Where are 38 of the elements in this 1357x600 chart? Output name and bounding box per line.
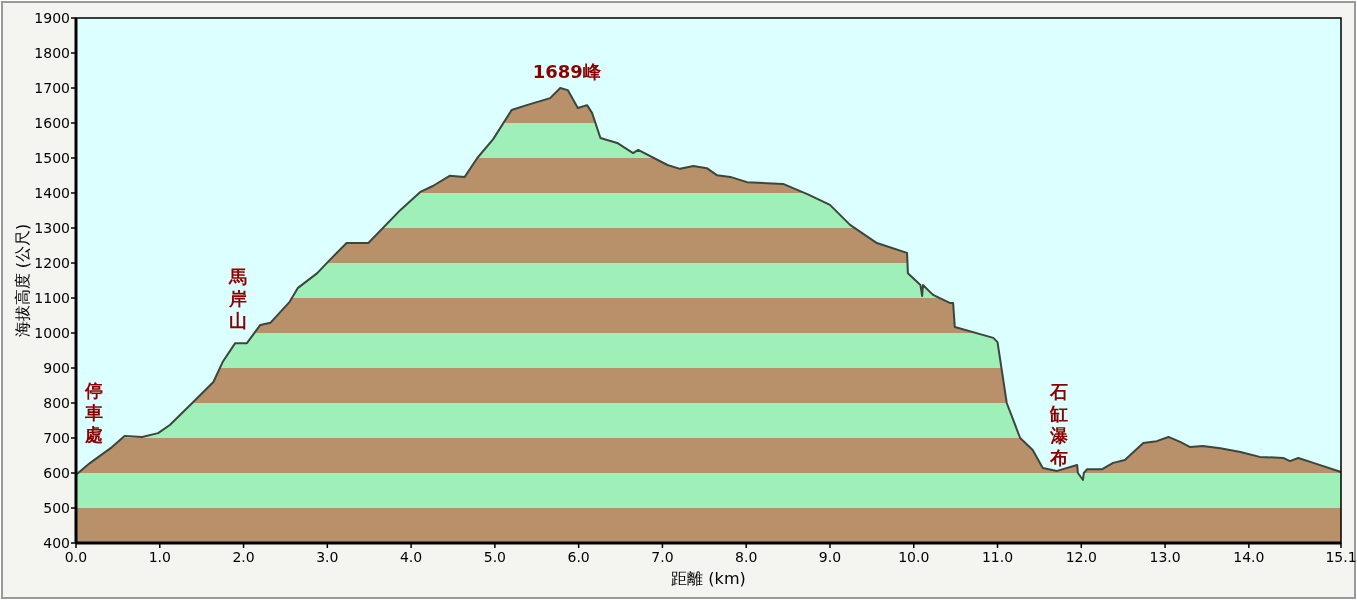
- x-tick-label: 6.0: [567, 549, 590, 565]
- x-tick-label: 11.0: [981, 549, 1014, 565]
- annotation: 石缸瀑布: [1049, 381, 1068, 469]
- y-tick-label: 600: [43, 465, 70, 481]
- y-tick-label: 400: [43, 535, 70, 551]
- y-axis-title: 海拔高度 (公尺): [13, 223, 32, 338]
- y-tick-label: 1600: [34, 115, 70, 131]
- x-tick-label: 4.0: [399, 549, 423, 565]
- y-tick-label: 900: [43, 360, 70, 376]
- x-tick-label: 15.1: [1325, 549, 1357, 565]
- annotation: 1689峰: [532, 60, 601, 82]
- x-tick-label: 1.0: [148, 549, 171, 565]
- y-tick-label: 1700: [34, 80, 70, 96]
- y-tick-label: 1000: [34, 325, 70, 341]
- x-tick-label: 8.0: [735, 549, 758, 565]
- y-tick-label: 1500: [34, 150, 70, 166]
- y-tick-label: 500: [43, 500, 70, 516]
- x-tick-label: 7.0: [651, 549, 674, 565]
- x-tick-label: 9.0: [818, 549, 842, 565]
- y-tick-label: 1400: [34, 185, 70, 201]
- annotation: 停車處: [85, 379, 104, 445]
- y-tick-label: 800: [43, 395, 70, 411]
- y-tick-label: 1900: [34, 10, 70, 26]
- x-tick-label: 2.0: [232, 549, 255, 565]
- y-tick-label: 1800: [34, 45, 70, 61]
- x-axis-title: 距離 (km): [671, 569, 746, 588]
- y-tick-label: 700: [43, 430, 70, 446]
- x-tick-label: 5.0: [483, 549, 507, 565]
- x-tick-label: 13.0: [1149, 549, 1181, 565]
- y-tick-label: 1300: [34, 220, 70, 236]
- annotation: 馬岸山: [228, 265, 247, 331]
- x-tick-label: 0.0: [64, 549, 88, 565]
- x-tick-label: 3.0: [316, 549, 339, 565]
- y-tick-label: 1200: [34, 255, 70, 271]
- x-tick-label: 14.0: [1233, 549, 1265, 565]
- y-tick-label: 1100: [34, 290, 70, 306]
- x-tick-label: 12.0: [1065, 549, 1097, 565]
- x-tick-label: 10.0: [898, 549, 930, 565]
